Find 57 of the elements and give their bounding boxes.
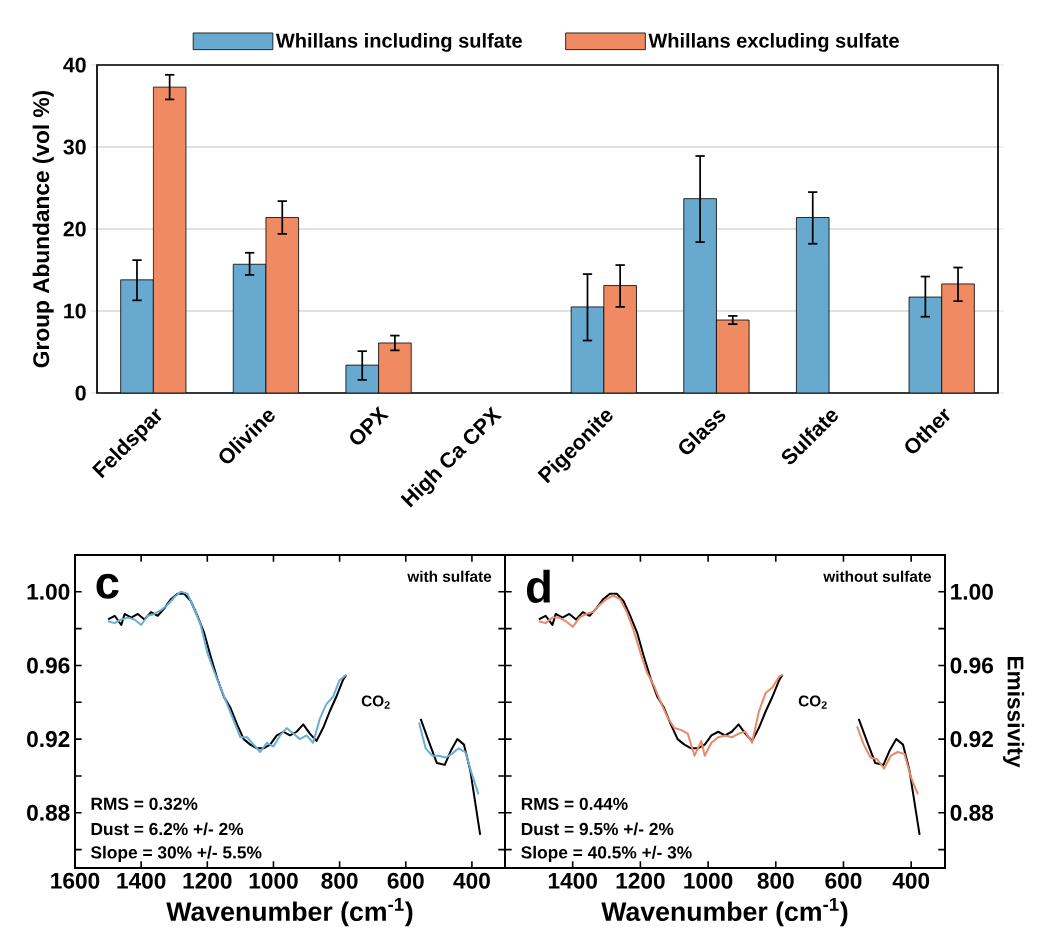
y-tick-label: 0.88 [950, 804, 994, 821]
y-tick-label: 40 [63, 57, 86, 73]
y-tick-label: 0.96 [27, 657, 70, 674]
bar [265, 217, 299, 393]
bar [716, 319, 750, 393]
x-tick-label: 400 [453, 872, 490, 889]
y-tick-label: 0.92 [950, 731, 993, 748]
x-tick-label: 1200 [183, 872, 232, 889]
x-axis-title: Wavenumber (cm$^{-1}$) [166, 897, 413, 927]
bar [941, 283, 975, 393]
bar [796, 217, 830, 393]
annotation: Dust = 6.2% +/- 2% [91, 822, 244, 836]
bar [378, 342, 412, 393]
y-tick-label: 0 [75, 385, 86, 401]
legend-label: Whillans including sulfate [275, 33, 522, 52]
y-tick-label: 10 [64, 303, 86, 319]
annotation: c [96, 573, 119, 599]
annotation: CO$_{2}$ [361, 695, 390, 709]
annotation: d [526, 569, 550, 603]
bar [232, 263, 267, 393]
x-tick-label: 1000 [684, 872, 733, 889]
x-tick-label: 1200 [616, 872, 665, 889]
x-tick-label: 600 [387, 872, 424, 889]
y-tick-label: 20 [63, 221, 86, 237]
bar [908, 296, 943, 393]
x-tick-label: 1600 [51, 872, 100, 889]
x-tick-label: 600 [825, 872, 862, 889]
annotation: Dust = 9.5% +/- 2% [521, 822, 674, 836]
annotation: with sulfate [407, 570, 492, 582]
x-tick-label: 400 [892, 872, 930, 889]
x-tick-label: 1400 [117, 872, 166, 889]
x-tick-label: 1000 [249, 872, 298, 889]
bar [683, 198, 717, 393]
y-axis-title: Emissivity [1002, 656, 1025, 768]
annotation: RMS = 0.32% [91, 797, 198, 810]
y-tick-label: 30 [63, 139, 86, 155]
x-axis-title: Wavenumber (cm$^{-1}$) [601, 897, 848, 927]
annotation: RMS = 0.44% [521, 797, 628, 810]
y-tick-label: 0.92 [27, 731, 70, 748]
annotation: Slope = 30% +/- 5.5% [90, 845, 262, 862]
legend-label: Whillans excluding sulfate [648, 33, 899, 52]
y-axis-title: Group Abundance (vol %) [32, 90, 54, 368]
bar [570, 306, 605, 393]
x-tick-label: 800 [321, 872, 358, 889]
y-tick-label: 0.88 [27, 804, 70, 821]
annotation: without sulfate [823, 570, 931, 582]
bar [345, 364, 379, 393]
y-tick-label: 1.00 [27, 583, 70, 600]
annotation: CO$_{2}$ [798, 695, 827, 709]
y-tick-label: 1.00 [951, 583, 993, 600]
bar [603, 285, 637, 393]
y-tick-label: 0.96 [950, 657, 994, 674]
bar [152, 86, 187, 393]
x-tick-label: 1400 [548, 872, 597, 889]
annotation: Slope = 40.5% +/- 3% [521, 845, 692, 862]
bar [120, 279, 154, 393]
x-tick-label: 800 [757, 872, 794, 889]
